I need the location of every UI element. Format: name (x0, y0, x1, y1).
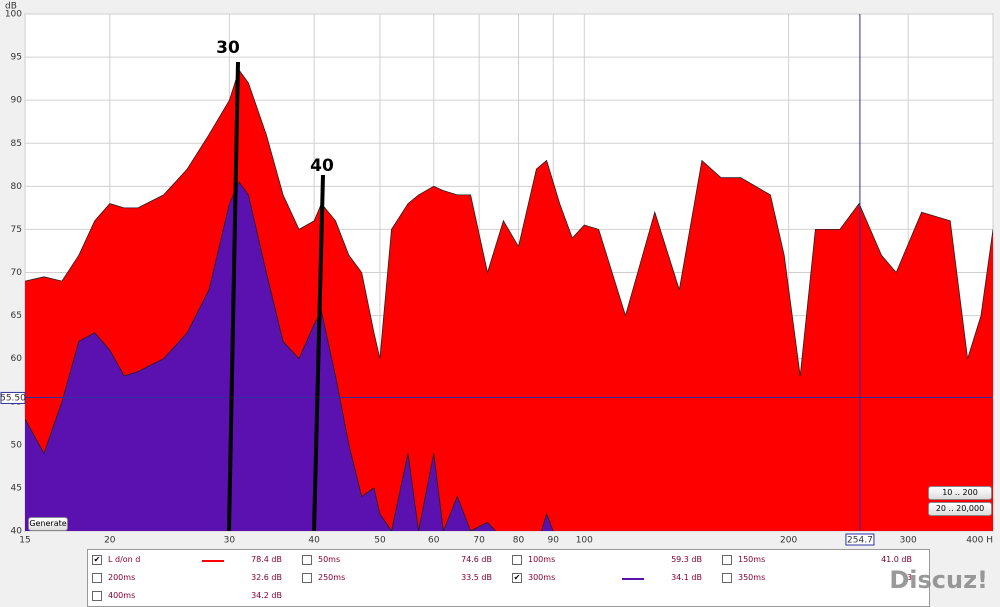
legend-value: 3 (906, 573, 912, 582)
x-tick-label: 90 (548, 536, 560, 546)
legend-name: 200ms (108, 573, 136, 582)
chart: dB 4045505560657075808590951001520304050… (0, 2, 994, 546)
legend-name: 100ms (528, 555, 556, 564)
x-tick-label: 300 (900, 536, 917, 546)
x-tick-label: 100 (576, 536, 593, 546)
cursor-box (845, 533, 875, 546)
y-tick-label: 70 (11, 268, 23, 278)
y-tick-label: 95 (11, 53, 22, 63)
checkbox[interactable] (302, 573, 312, 583)
checkbox[interactable] (722, 555, 732, 565)
legend-value: 32.6 dB (251, 573, 282, 582)
x-tick-label: 20 (104, 536, 116, 546)
legend-name: 250ms (318, 573, 346, 582)
x-tick-label: 50 (374, 536, 386, 546)
y-tick-label: 75 (11, 225, 22, 235)
button[interactable]: Generate (28, 517, 68, 531)
x-tick-label: 200 (780, 536, 797, 546)
button[interactable]: 10 .. 200 (928, 486, 992, 500)
y-tick-label: 40 (11, 527, 23, 537)
x-tick-label: 15 (19, 536, 30, 546)
legend-value: 41.0 dB (881, 555, 912, 564)
watermark: Discuz! (889, 566, 988, 594)
y-tick-label: 80 (11, 182, 23, 192)
y-tick-label: 60 (11, 354, 23, 364)
y-tick-label: 100 (5, 10, 22, 20)
legend-value: 34.2 dB (251, 591, 282, 600)
button[interactable]: 20 .. 20,000 (928, 502, 992, 516)
legend-value: 34.1 dB (671, 573, 702, 582)
legend-value: 33.5 dB (461, 573, 492, 582)
annotation-text: 30 (216, 38, 240, 58)
checkbox[interactable] (302, 555, 312, 565)
legend-value: 74.6 dB (461, 555, 492, 564)
annotation-text: 40 (310, 156, 334, 176)
checkbox[interactable]: ✔ (512, 573, 522, 583)
cursor-x-label: 254.7 (847, 536, 873, 546)
checkbox[interactable] (92, 591, 102, 601)
legend-name: 150ms (738, 555, 766, 564)
cursor-box (0, 391, 26, 404)
legend-name: L d/on d (108, 555, 141, 564)
x-tick-label: 40 (308, 536, 320, 546)
annotation-line (312, 174, 325, 532)
legend-value: 59.3 dB (671, 555, 702, 564)
annotation-line (227, 61, 240, 532)
x-tick-label: 60 (428, 536, 440, 546)
x-tick-label: 30 (224, 536, 236, 546)
x-tick-label: 400 H (966, 536, 993, 546)
legend-line (202, 560, 224, 562)
area-line (25, 181, 554, 531)
y-tick-label: 90 (11, 96, 23, 106)
legend-name: 50ms (318, 555, 341, 564)
checkbox[interactable] (92, 573, 102, 583)
x-tick-label: 80 (513, 536, 525, 546)
legend-line (622, 578, 644, 580)
y-axis-label: dB (5, 2, 17, 12)
legend-name: 400ms (108, 591, 136, 600)
legend-value: 78.4 dB (251, 555, 282, 564)
area-line (25, 69, 993, 376)
y-tick-label: 65 (11, 311, 22, 321)
checkbox[interactable] (722, 573, 732, 583)
y-tick-label: 85 (11, 139, 22, 149)
y-tick-label: 50 (11, 440, 23, 450)
area-fill (25, 182, 993, 531)
legend-name: 300ms (528, 573, 556, 582)
checkbox[interactable] (512, 555, 522, 565)
checkbox[interactable]: ✔ (92, 555, 102, 565)
y-tick-label: 45 (11, 483, 22, 493)
x-tick-label: 70 (473, 536, 485, 546)
cursor-y-label: 55.50 (0, 393, 26, 403)
legend-name: 350ms (738, 573, 766, 582)
legend: ✔ L d/on d 78.4 dB 50ms 74.6 dB 100ms 59.3 dB 1… (87, 549, 930, 607)
